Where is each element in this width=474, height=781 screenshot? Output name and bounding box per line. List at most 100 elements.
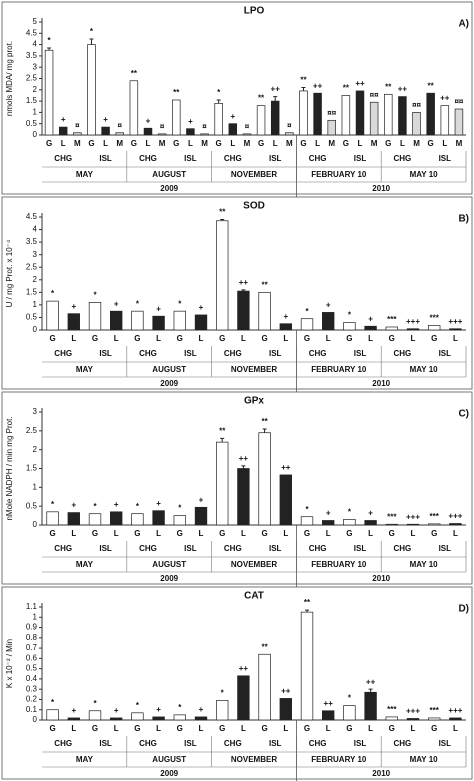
significance-label: * — [221, 689, 225, 698]
significance-label: +++ — [448, 317, 462, 326]
tissue-label: G — [389, 724, 395, 733]
tissue-label: L — [326, 529, 331, 538]
significance-label: + — [156, 499, 161, 508]
month-label: MAY 10 — [410, 755, 439, 764]
significance-label: * — [93, 290, 97, 299]
bar — [200, 133, 209, 136]
tissue-label: G — [49, 334, 55, 343]
bar — [341, 95, 351, 136]
bar — [228, 123, 238, 136]
panel-frame — [1, 196, 473, 390]
bar — [173, 515, 186, 526]
error-bar — [301, 87, 306, 91]
significance-label: ** — [261, 642, 268, 651]
bar — [152, 315, 165, 331]
tissue-label: G — [92, 724, 98, 733]
bar — [385, 326, 398, 331]
significance-label: + — [199, 705, 204, 714]
year-label: 2009 — [160, 379, 178, 388]
y-tick-label: 3 — [33, 407, 38, 416]
significance-label: * — [136, 502, 140, 511]
tissue-label: G — [219, 334, 225, 343]
y-tick-label: 0.8 — [26, 633, 38, 642]
bar — [237, 675, 250, 721]
tissue-label: L — [368, 529, 373, 538]
significance-label: ** — [261, 417, 268, 426]
tissue-label: L — [103, 139, 108, 148]
tissue-label: G — [385, 139, 391, 148]
tissue-label: G — [177, 334, 183, 343]
significance-label: +++ — [448, 512, 462, 521]
significance-label: * — [348, 507, 352, 516]
significance-label: * — [178, 504, 182, 513]
month-label: MAY — [76, 755, 94, 764]
significance-label: *** — [387, 315, 397, 324]
tissue-label: L — [241, 529, 246, 538]
significance-label: + — [114, 299, 119, 308]
tissue-label: M — [328, 139, 335, 148]
bar — [322, 520, 335, 526]
y-tick-label: 1 — [33, 300, 38, 309]
site-label: CHG — [54, 739, 72, 748]
significance-label: + — [368, 314, 373, 323]
tissue-label: G — [134, 334, 140, 343]
y-tick-label: 1 — [33, 108, 38, 117]
significance-label: * — [305, 505, 309, 514]
significance-label: + — [146, 116, 151, 125]
site-label: CHG — [224, 544, 242, 553]
significance-label: + — [61, 115, 66, 124]
month-label: NOVEMBER — [231, 755, 277, 764]
y-tick-label: 0.9 — [26, 623, 38, 632]
significance-label: + — [71, 706, 76, 715]
significance-label: *** — [430, 314, 440, 323]
y-axis-label: nMole NADPH / min mg Prot. — [5, 416, 14, 520]
significance-label: + — [156, 304, 161, 313]
tissue-label: L — [156, 529, 161, 538]
tissue-label: L — [411, 724, 416, 733]
tissue-label: M — [456, 139, 463, 148]
y-tick-label: 1.5 — [26, 287, 38, 296]
site-label: ISL — [99, 154, 112, 163]
bar — [67, 512, 80, 526]
year-label: 2010 — [372, 769, 390, 778]
site-label: ISL — [99, 739, 112, 748]
y-tick-label: 1.1 — [26, 602, 38, 611]
significance-label: ** — [304, 598, 311, 607]
tissue-label: G — [88, 139, 94, 148]
site-label: ISL — [439, 154, 452, 163]
significance-label: ** — [219, 208, 226, 217]
y-tick-label: 1 — [33, 612, 38, 621]
significance-label: + — [199, 303, 204, 312]
y-tick-label: 2 — [33, 85, 38, 94]
significance-label: ++ — [239, 664, 249, 673]
bar — [129, 80, 139, 136]
significance-label: ** — [343, 84, 350, 93]
tissue-label: L — [326, 724, 331, 733]
y-tick-label: 5 — [33, 17, 38, 26]
bar — [88, 302, 102, 331]
bar — [428, 325, 441, 331]
significance-label: + — [114, 500, 119, 509]
bar — [355, 90, 365, 136]
tissue-label: L — [199, 529, 204, 538]
tissue-label: L — [283, 724, 288, 733]
significance-label: * — [93, 699, 97, 708]
significance-label: + — [283, 312, 288, 321]
site-label: ISL — [184, 739, 197, 748]
significance-label: ++ — [355, 79, 365, 88]
bar — [131, 310, 144, 331]
month-label: FEBRUARY 10 — [311, 170, 367, 179]
tissue-label: G — [177, 724, 183, 733]
tissue-label: M — [371, 139, 378, 148]
bar — [194, 314, 208, 331]
month-label: FEBRUARY 10 — [311, 560, 367, 569]
bar — [322, 312, 335, 331]
tissue-label: G — [261, 724, 267, 733]
tissue-label: L — [71, 529, 76, 538]
tissue-label: G — [177, 529, 183, 538]
tissue-label: G — [346, 334, 352, 343]
significance-label: ++ — [271, 85, 281, 94]
site-label: CHG — [309, 544, 327, 553]
bar — [279, 323, 292, 331]
bar — [449, 717, 462, 721]
